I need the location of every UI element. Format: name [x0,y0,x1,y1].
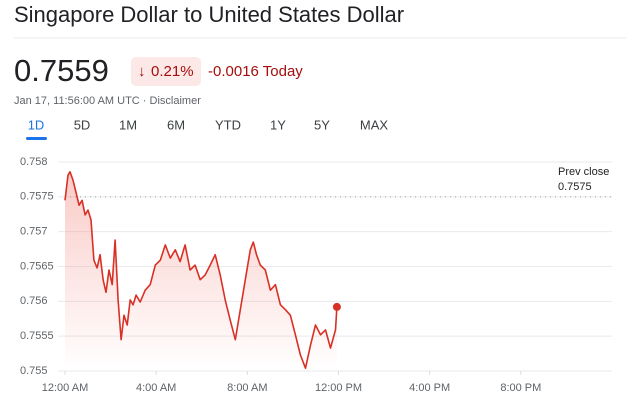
y-tick-label: 0.755 [20,365,48,377]
x-tick-label: 4:00 AM [136,382,176,394]
x-tick-label: 8:00 PM [500,382,541,394]
active-tab-underline [26,137,47,140]
range-tab[interactable]: 6M [167,117,185,132]
x-tick-label: 12:00 AM [42,382,88,394]
y-tick-label: 0.7555 [20,330,54,342]
x-tick-label: 4:00 PM [409,382,450,394]
range-tab[interactable]: 5Y [314,117,330,132]
area-fill [65,171,337,371]
change-percent: 0.21% [151,63,194,80]
y-tick-label: 0.757 [20,226,48,238]
prev-close-label: Prev close [558,166,609,178]
down-arrow: ↓ [138,63,146,80]
range-tabs: 1D 5D 1M 6M YTD 1Y 5Y MAX [26,117,388,140]
plot: 0.755 0.7555 0.756 0.7565 0.757 0.7575 0.758 12… [20,156,612,394]
timestamp[interactable]: Jan 17, 11:56:00 AM UTC · Disclaimer [14,95,201,107]
prev-close-value: 0.7575 [558,181,592,193]
range-tab[interactable]: MAX [360,117,389,132]
range-tab[interactable]: YTD [215,117,241,132]
range-tab[interactable]: 1D [28,117,45,132]
y-tick-label: 0.7575 [20,191,54,203]
y-tick-label: 0.756 [20,295,48,307]
title: Singapore Dollar to United States Dollar [14,2,404,27]
change-badge [131,57,201,86]
x-tick-label: 8:00 AM [227,382,267,394]
range-tab[interactable]: 1Y [270,117,286,132]
price-line [64,171,338,369]
range-tab[interactable]: 1M [119,117,137,132]
x-tick-label: 12:00 PM [315,382,362,394]
range-tab[interactable]: 5D [74,117,91,132]
latest-point [332,302,341,311]
change-today: -0.0016 Today [208,63,303,80]
price: 0.7559 [14,53,109,88]
y-tick-label: 0.758 [20,156,48,168]
y-tick-label: 0.7565 [20,260,54,272]
